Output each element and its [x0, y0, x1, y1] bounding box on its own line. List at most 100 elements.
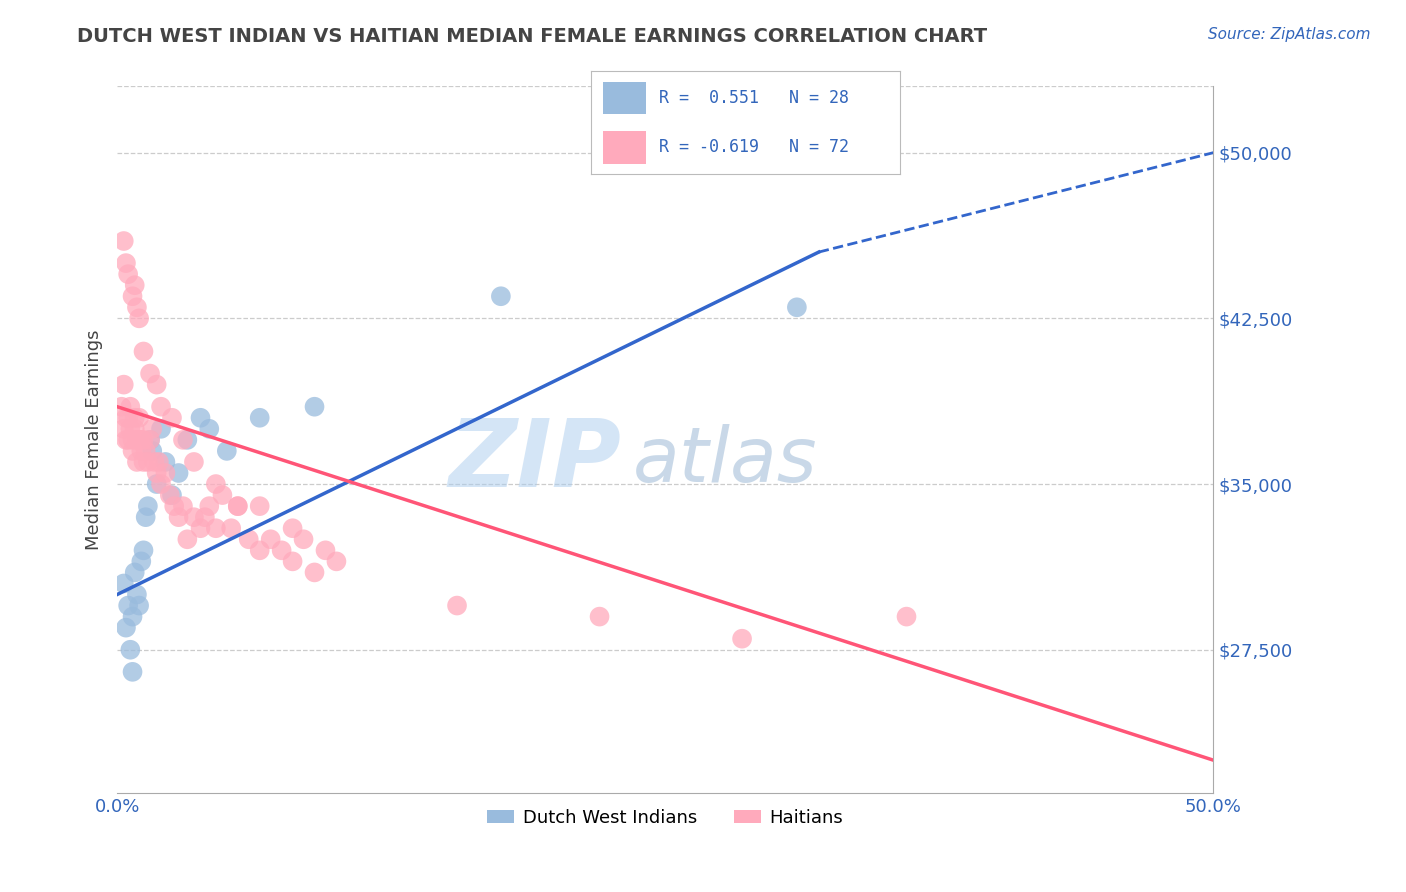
Point [115, 621, 138, 635]
Point [249, 543, 271, 558]
Text: R =  0.551   N = 28: R = 0.551 N = 28 [658, 89, 849, 107]
Point [172, 433, 194, 447]
Point [155, 455, 177, 469]
Point [112, 422, 135, 436]
Point [125, 301, 148, 315]
Point [121, 289, 143, 303]
Point [112, 576, 135, 591]
Point [198, 422, 221, 436]
Point [292, 533, 315, 547]
Point [110, 400, 132, 414]
Point [115, 433, 138, 447]
Bar [603, 81, 647, 114]
Point [160, 488, 183, 502]
Point [145, 466, 167, 480]
Point [120, 400, 142, 414]
Point [249, 410, 271, 425]
Point [194, 510, 217, 524]
Point [139, 433, 162, 447]
Point [136, 455, 159, 469]
Text: Source: ZipAtlas.com: Source: ZipAtlas.com [1208, 27, 1371, 42]
Point [135, 510, 157, 524]
Text: ZIP: ZIP [449, 415, 621, 507]
Point [198, 499, 221, 513]
Point [786, 301, 808, 315]
Point [131, 433, 153, 447]
Point [125, 587, 148, 601]
Text: DUTCH WEST INDIAN VS HAITIAN MEDIAN FEMALE EARNINGS CORRELATION CHART: DUTCH WEST INDIAN VS HAITIAN MEDIAN FEMA… [77, 27, 987, 45]
Point [249, 499, 271, 513]
Point [205, 521, 228, 535]
Point [145, 477, 167, 491]
Point [115, 410, 138, 425]
Text: R = -0.619   N = 72: R = -0.619 N = 72 [658, 138, 849, 156]
Point [238, 533, 260, 547]
Point [145, 377, 167, 392]
Point [160, 410, 183, 425]
Point [112, 377, 135, 392]
Point [139, 433, 162, 447]
Point [219, 521, 242, 535]
Point [125, 455, 148, 469]
Point [281, 521, 304, 535]
Point [124, 410, 146, 425]
Point [314, 543, 336, 558]
Point [167, 466, 190, 480]
Point [489, 289, 512, 303]
Point [120, 422, 142, 436]
Point [155, 466, 177, 480]
Point [150, 477, 173, 491]
Point [128, 410, 150, 425]
Point [124, 566, 146, 580]
Point [132, 344, 155, 359]
Text: atlas: atlas [633, 424, 817, 498]
Point [121, 665, 143, 679]
Point [112, 234, 135, 248]
Point [121, 443, 143, 458]
Point [124, 422, 146, 436]
Point [167, 510, 190, 524]
Point [588, 609, 610, 624]
Point [125, 433, 148, 447]
Point [117, 433, 139, 447]
Point [135, 443, 157, 458]
Point [117, 267, 139, 281]
Bar [603, 131, 647, 163]
Point [896, 609, 918, 624]
Point [226, 499, 249, 513]
Y-axis label: Median Female Earnings: Median Female Earnings [86, 330, 103, 550]
Point [304, 400, 326, 414]
Point [131, 554, 153, 568]
Point [176, 433, 198, 447]
Point [128, 433, 150, 447]
Point [260, 533, 283, 547]
Point [150, 422, 173, 436]
Point [281, 554, 304, 568]
Point [128, 599, 150, 613]
Point [120, 642, 142, 657]
Point [139, 367, 162, 381]
Point [136, 499, 159, 513]
Point [148, 455, 170, 469]
Point [270, 543, 292, 558]
Point [124, 278, 146, 293]
Point [121, 433, 143, 447]
Point [143, 455, 166, 469]
Point [132, 433, 155, 447]
Point [131, 443, 153, 458]
Point [190, 521, 212, 535]
Point [190, 410, 212, 425]
Point [121, 609, 143, 624]
Point [128, 311, 150, 326]
Point [446, 599, 468, 613]
Point [183, 455, 205, 469]
Point [132, 543, 155, 558]
Legend: Dutch West Indians, Haitians: Dutch West Indians, Haitians [479, 801, 851, 834]
Point [115, 256, 138, 270]
Point [117, 599, 139, 613]
Point [172, 499, 194, 513]
Point [304, 566, 326, 580]
Point [183, 510, 205, 524]
Point [163, 499, 186, 513]
Point [215, 443, 238, 458]
